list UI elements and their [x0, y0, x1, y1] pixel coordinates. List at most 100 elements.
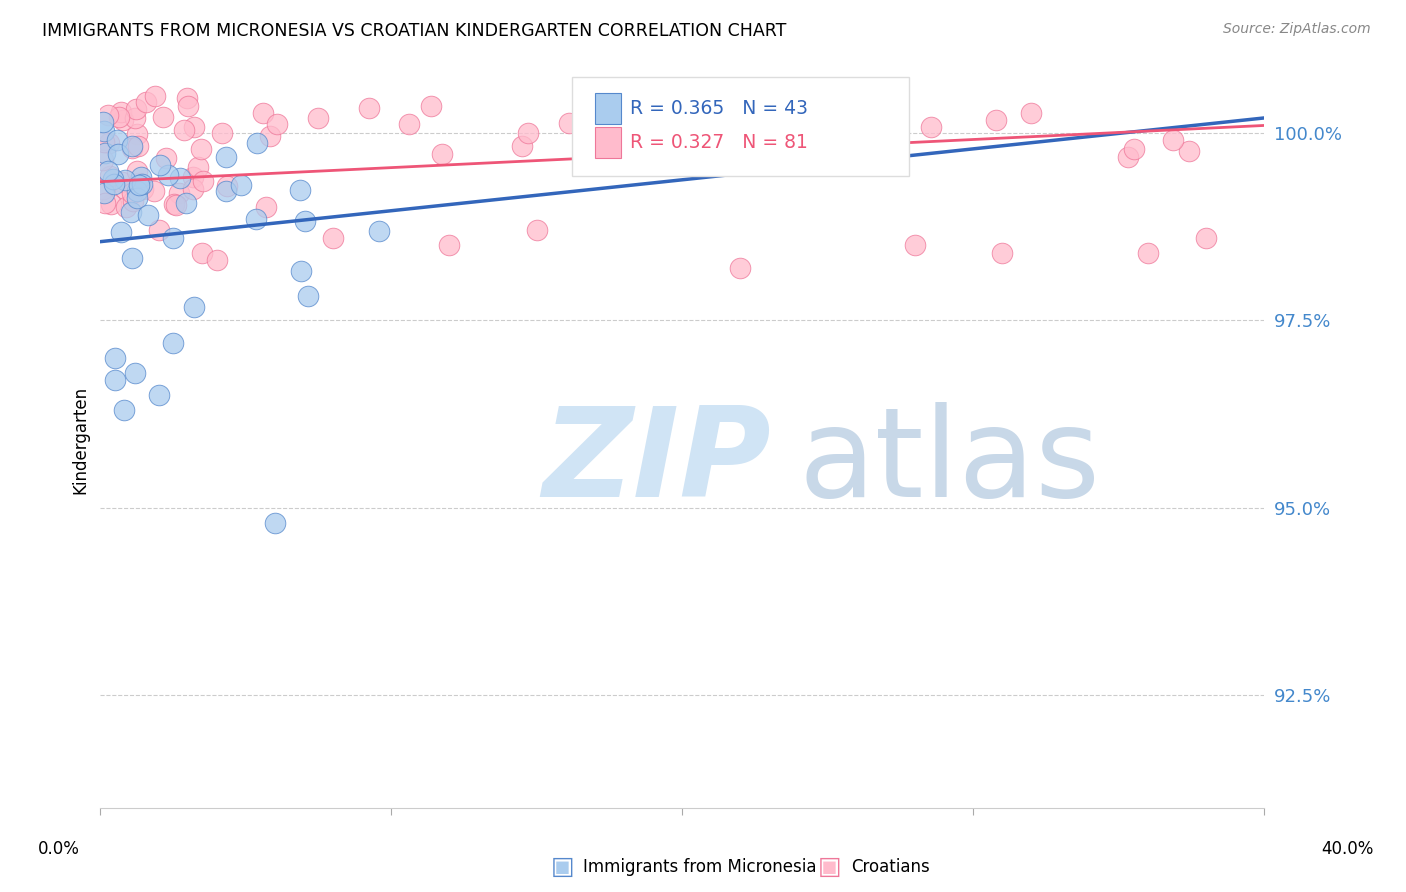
Point	[108, 110, 131, 124]
Point	[181, 170, 204, 185]
Point	[127, 139, 149, 153]
Point	[1195, 231, 1218, 245]
Point	[93, 124, 115, 138]
Point	[93, 135, 115, 149]
Point	[211, 126, 233, 140]
Point	[187, 161, 209, 175]
Point	[602, 153, 624, 167]
Point	[152, 110, 174, 124]
FancyBboxPatch shape	[572, 77, 910, 176]
Point	[131, 177, 153, 191]
Point	[155, 151, 177, 165]
Text: □: □	[551, 855, 574, 879]
Point	[174, 195, 197, 210]
Point	[121, 194, 143, 208]
Point	[91, 115, 114, 129]
Point	[142, 184, 165, 198]
Point	[1136, 246, 1159, 260]
Point	[322, 231, 344, 245]
Point	[191, 246, 214, 260]
Point	[620, 98, 643, 112]
Point	[121, 251, 143, 265]
Text: Immigrants from Micronesia: Immigrants from Micronesia	[583, 858, 817, 876]
Point	[904, 238, 927, 252]
Point	[183, 120, 205, 134]
Point	[91, 182, 114, 196]
Text: ▪: ▪	[554, 855, 571, 879]
Point	[596, 97, 619, 112]
Point	[124, 112, 146, 126]
FancyBboxPatch shape	[595, 128, 620, 158]
Point	[307, 111, 329, 125]
Point	[920, 120, 942, 135]
Point	[135, 95, 157, 110]
Point	[419, 99, 441, 113]
Point	[215, 184, 238, 198]
Point	[129, 169, 152, 184]
Point	[1123, 142, 1146, 156]
Point	[91, 153, 114, 167]
Point	[110, 225, 132, 239]
Point	[101, 172, 124, 186]
Point	[163, 197, 186, 211]
Point	[149, 158, 172, 172]
Point	[205, 253, 228, 268]
Point	[986, 113, 1008, 128]
Point	[98, 169, 121, 184]
Point	[557, 115, 579, 129]
Point	[430, 147, 453, 161]
Point	[162, 335, 184, 350]
Point	[114, 173, 136, 187]
Point	[779, 138, 801, 153]
Point	[702, 101, 724, 115]
Point	[215, 150, 238, 164]
Point	[128, 176, 150, 190]
Point	[167, 186, 190, 200]
Point	[512, 139, 534, 153]
Text: ▪: ▪	[821, 855, 838, 879]
Point	[217, 178, 239, 193]
Point	[183, 300, 205, 314]
Point	[297, 288, 319, 302]
Y-axis label: Kindergarten: Kindergarten	[72, 386, 89, 494]
Point	[245, 212, 267, 227]
Point	[991, 246, 1014, 260]
Point	[125, 184, 148, 198]
Point	[110, 104, 132, 119]
Point	[173, 122, 195, 136]
Point	[526, 223, 548, 237]
Point	[246, 136, 269, 151]
Point	[93, 195, 115, 210]
Point	[120, 204, 142, 219]
Text: □: □	[818, 855, 841, 879]
Point	[176, 91, 198, 105]
Point	[100, 197, 122, 211]
Point	[121, 141, 143, 155]
Point	[128, 178, 150, 192]
Text: R = 0.365   N = 43: R = 0.365 N = 43	[630, 99, 808, 118]
Point	[115, 200, 138, 214]
Point	[765, 120, 787, 134]
Point	[97, 164, 120, 178]
Point	[121, 186, 143, 200]
Point	[259, 128, 281, 143]
Point	[162, 230, 184, 244]
Point	[124, 366, 146, 380]
Point	[294, 214, 316, 228]
Point	[156, 169, 179, 183]
Point	[1116, 149, 1139, 163]
Text: Croatians: Croatians	[851, 858, 929, 876]
Text: IMMIGRANTS FROM MICRONESIA VS CROATIAN KINDERGARTEN CORRELATION CHART: IMMIGRANTS FROM MICRONESIA VS CROATIAN K…	[42, 22, 786, 40]
Point	[104, 373, 127, 387]
Point	[191, 174, 214, 188]
Point	[104, 351, 127, 365]
Point	[138, 208, 160, 222]
Point	[121, 139, 143, 153]
Point	[93, 145, 115, 160]
Point	[112, 403, 135, 417]
Point	[107, 147, 129, 161]
Point	[125, 163, 148, 178]
Point	[730, 260, 752, 275]
Point	[290, 184, 312, 198]
Point	[181, 182, 204, 196]
